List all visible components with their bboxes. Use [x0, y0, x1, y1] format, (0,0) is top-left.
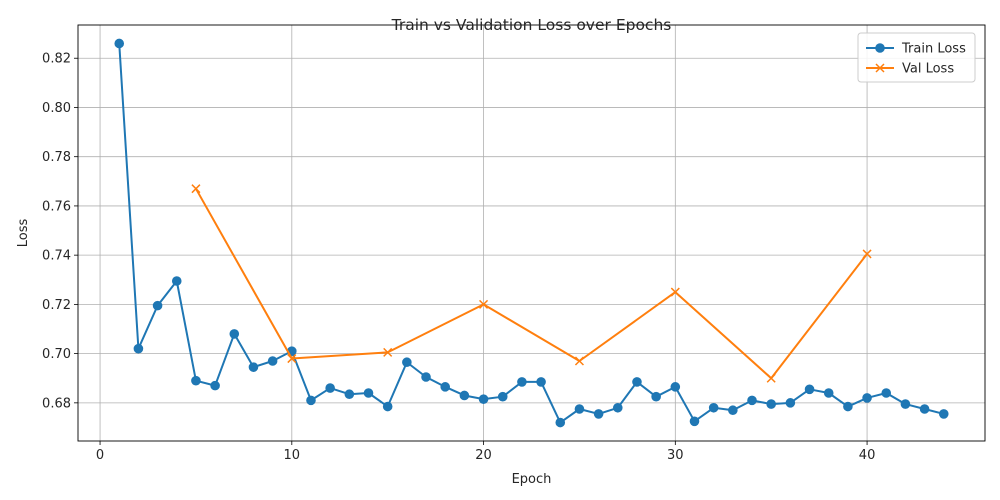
val-loss-point: [574, 356, 584, 366]
val-loss-point: [479, 299, 489, 309]
val-loss-point: [287, 354, 297, 364]
train-loss-point: [938, 409, 949, 419]
x-tick-label: 0: [96, 448, 104, 463]
y-tick-label: 0.74: [42, 249, 71, 264]
train-loss-point: [747, 395, 757, 406]
train-loss-point: [267, 356, 278, 366]
train-loss-point: [574, 404, 585, 414]
legend-entry-val-loss: Val Loss: [866, 62, 954, 77]
legend: Train Loss Val Loss: [857, 32, 976, 83]
val-loss-series: [191, 184, 872, 383]
x-axis-ticks: 0 10 20 30 40: [96, 441, 875, 463]
grid-lines: [78, 25, 985, 441]
chart-title: Train vs Validation Loss over Epochs: [391, 16, 672, 34]
train-loss-point: [612, 402, 623, 413]
train-loss-point: [881, 388, 892, 398]
train-loss-point: [191, 375, 201, 386]
train-loss-point: [536, 377, 546, 387]
train-loss-point: [708, 402, 719, 413]
legend-entry-train-loss: Train Loss: [866, 42, 966, 57]
train-loss-point: [363, 388, 374, 398]
train-loss-point: [344, 389, 355, 400]
y-axis-ticks: 0.68 0.70 0.72 0.74 0.76 0.78 0.80 0.82: [42, 52, 78, 411]
train-loss-point: [555, 417, 566, 428]
train-loss-point: [766, 399, 776, 409]
train-loss-point: [325, 383, 335, 393]
y-tick-label: 0.68: [42, 396, 71, 411]
x-tick-label: 20: [475, 448, 492, 463]
val-loss-point: [766, 373, 776, 383]
train-loss-point: [804, 384, 815, 395]
train-loss-point: [306, 395, 316, 406]
val-loss-line: [195, 188, 868, 380]
train-loss-point: [689, 416, 700, 427]
train-loss-point: [517, 377, 527, 387]
val-loss-point: [191, 184, 201, 194]
train-loss-point: [114, 38, 125, 49]
train-loss-point: [843, 401, 853, 412]
y-tick-label: 0.82: [42, 52, 71, 67]
train-loss-point: [402, 357, 412, 368]
train-loss-point: [632, 377, 642, 387]
y-tick-label: 0.80: [42, 101, 71, 116]
train-loss-point: [440, 382, 451, 392]
train-loss-point: [421, 372, 431, 382]
x-tick-label: 10: [284, 448, 301, 463]
legend-box: [857, 32, 976, 83]
y-axis-label: Loss: [16, 219, 31, 248]
train-loss-point: [382, 401, 393, 412]
train-loss-point: [497, 391, 508, 402]
x-tick-label: 40: [859, 448, 876, 463]
train-loss-point: [651, 391, 661, 402]
train-loss-point: [248, 362, 259, 372]
val-loss-point: [383, 347, 393, 357]
train-loss-series: [114, 38, 949, 428]
y-tick-label: 0.78: [42, 150, 71, 165]
train-loss-point: [478, 394, 489, 404]
x-tick-label: 30: [667, 448, 684, 463]
train-loss-point: [900, 399, 911, 409]
train-loss-point: [593, 409, 604, 419]
train-loss-point: [210, 380, 220, 391]
train-loss-point: [728, 405, 738, 416]
train-loss-point: [229, 329, 240, 339]
val-loss-point: [862, 249, 872, 259]
y-tick-label: 0.72: [42, 298, 71, 313]
train-loss-point: [670, 382, 681, 392]
train-loss-point: [459, 390, 470, 401]
train-loss-point: [171, 276, 182, 286]
series-layer: [114, 38, 949, 428]
plot-frame: [77, 24, 986, 442]
legend-marker: [875, 43, 885, 53]
train-loss-point: [152, 300, 163, 311]
y-tick-label: 0.76: [42, 199, 71, 214]
train-loss-point: [133, 343, 144, 354]
train-loss-point: [823, 388, 834, 398]
legend-label: Train Loss: [901, 42, 966, 57]
y-tick-label: 0.70: [42, 347, 71, 362]
val-loss-point: [670, 287, 680, 297]
x-axis-label: Epoch: [512, 472, 552, 487]
legend-marker: [875, 63, 885, 73]
train-loss-point: [862, 393, 872, 403]
train-loss-point: [785, 398, 796, 408]
legend-label: Val Loss: [902, 62, 954, 77]
train-loss-point: [919, 404, 930, 414]
